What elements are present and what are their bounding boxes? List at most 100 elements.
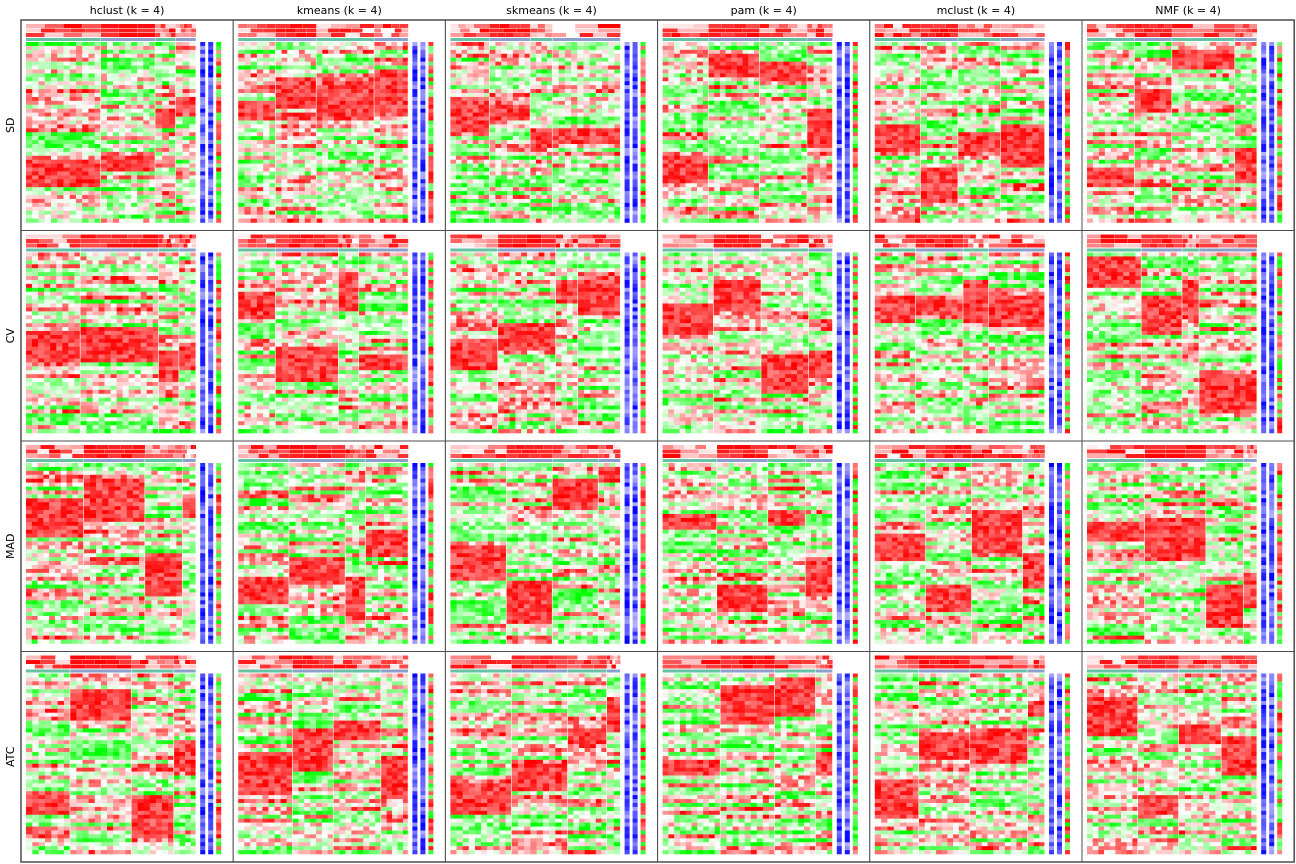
heatmap-cell [691,69,697,73]
heatmap-cell [674,62,680,66]
heatmap-cell [602,93,608,97]
heatmap-cell [322,160,328,164]
heatmap-cell [577,175,583,179]
heatmap-cell [169,105,176,109]
heatmap-cell [357,179,363,183]
side-annotation-cell [200,69,205,73]
heatmap-cell [397,109,403,113]
heatmap-cell [113,215,119,219]
annotation-cell [331,24,345,28]
heatmap-cell [149,144,155,148]
heatmap-cell [125,183,131,187]
heatmap-cell [525,203,531,207]
heatmap-cell [51,219,58,223]
heatmap-cell [293,211,299,215]
heatmap-cell [131,50,137,54]
heatmap-cell [686,168,692,172]
heatmap-cell [590,132,596,136]
heatmap-cell [82,156,89,160]
heatmap-cell [697,81,703,85]
heatmap-cell [113,93,119,97]
side-annotation-cell [625,120,630,124]
heatmap-cell [456,219,462,223]
heatmap-cell [391,58,397,62]
heatmap-cell [311,73,317,77]
heatmap-cell [663,148,669,152]
heatmap-cell [513,109,519,113]
heatmap-cell [162,164,169,168]
heatmap-cell [95,120,102,124]
heatmap-cell [244,58,251,62]
heatmap-cell [577,62,583,66]
heatmap-cell [519,148,525,152]
heatmap-cell [131,117,137,121]
heatmap-cell [536,211,542,215]
heatmap-cell [686,69,692,73]
heatmap-cell [162,148,169,152]
heatmap-cell [113,97,119,101]
heatmap-cell [263,152,270,156]
heatmap-cell [76,77,83,81]
heatmap-cell [583,85,589,89]
heatmap-cell [76,117,83,121]
heatmap-cell [257,128,264,132]
heatmap-cell [691,105,697,109]
heatmap-cell [602,207,608,211]
heatmap-cell [686,109,692,113]
heatmap-cell [334,120,340,124]
heatmap-cell [577,50,583,54]
heatmap-cell [299,62,305,66]
heatmap-cell [82,58,89,62]
heatmap-cell [281,183,287,187]
heatmap-cell [269,81,276,85]
heatmap-cell [137,199,143,203]
heatmap-cell [70,69,77,73]
side-annotation-cell [216,124,221,128]
heatmap-cell [38,58,45,62]
heatmap-cell [26,148,33,152]
heatmap-cell [351,152,357,156]
heatmap-cell [583,207,589,211]
heatmap-cell [391,69,397,73]
heatmap-cell [88,109,95,113]
heatmap-cell [299,207,305,211]
heatmap-cell [57,215,64,219]
heatmap-cell [51,97,58,101]
heatmap-cell [251,171,258,175]
heatmap-cell [490,89,496,93]
side-annotation-cell [208,164,213,168]
heatmap-cell [363,191,369,195]
heatmap-cell [530,128,536,132]
heatmap-cell [316,195,322,199]
heatmap-cell [501,69,507,73]
side-annotation-cell [208,120,213,124]
heatmap-cell [473,89,479,93]
heatmap-cell [456,164,462,168]
heatmap-cell [322,144,328,148]
heatmap-cell [462,128,468,132]
heatmap-cell [125,101,131,105]
heatmap-cell [263,144,270,148]
side-annotation-cell [412,203,417,207]
annotation-cell [734,33,747,37]
heatmap-cell [45,97,52,101]
side-annotation-cell [420,183,425,187]
heatmap-cell [490,113,496,117]
heatmap-cell [238,50,245,54]
heatmap-cell [107,195,113,199]
heatmap-cell [467,195,473,199]
heatmap-cell [374,168,380,172]
heatmap-cell [456,183,462,187]
heatmap-cell [345,187,351,191]
heatmap-cell [95,128,102,132]
heatmap-cell [63,171,70,175]
heatmap-cell [143,54,149,58]
annotation-cell [183,33,190,37]
heatmap-cell [131,187,137,191]
heatmap-cell [311,50,317,54]
heatmap-cell [76,160,83,164]
heatmap-cell [614,211,620,215]
side-annotation-cell [641,113,646,117]
side-annotation-cell [625,105,630,109]
side-annotation-cell [641,85,646,89]
